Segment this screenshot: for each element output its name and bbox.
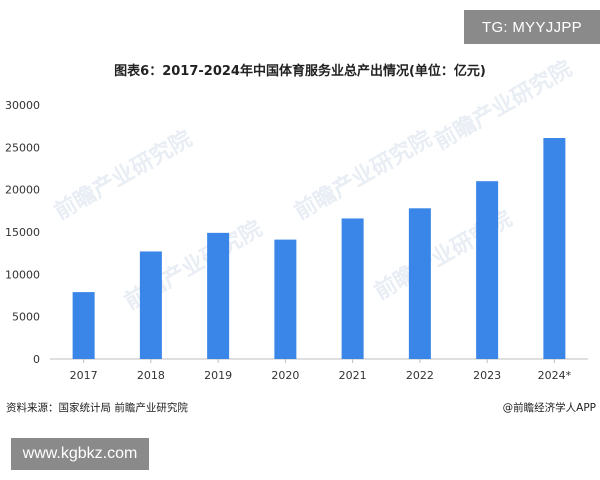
y-tick-label: 30000 (5, 99, 40, 112)
y-tick-label: 10000 (5, 268, 40, 281)
source-note: 资料来源：国家统计局 前瞻产业研究院 (6, 402, 188, 414)
y-tick-label: 0 (33, 353, 40, 366)
bars-group (72, 138, 566, 359)
y-tick-label: 25000 (5, 141, 40, 154)
y-tick-label: 20000 (5, 184, 40, 197)
x-tick-label: 2019 (204, 369, 232, 382)
x-tick-label: 2018 (137, 369, 165, 382)
bar-2018 (139, 251, 162, 359)
x-tick-label: 2017 (70, 369, 98, 382)
bar-2024 (543, 138, 566, 359)
x-axis-labels: 2017 2018 2019 2020 2021 2022 2023 2024* (70, 359, 572, 382)
bar-2017 (72, 292, 95, 359)
x-tick-label: 2024* (538, 369, 572, 382)
tg-watermark-badge: TG: MYYJJPP (464, 10, 600, 44)
bar-2023 (476, 181, 499, 359)
x-tick-label: 2020 (271, 369, 299, 382)
bar-2021 (341, 218, 364, 359)
bar-2020 (274, 239, 297, 359)
bar-2022 (408, 208, 431, 359)
watermark-text: 前瞻产业研究院 (50, 126, 196, 226)
x-tick-label: 2022 (406, 369, 434, 382)
x-tick-label: 2021 (339, 369, 367, 382)
site-watermark-badge: www.kgbkz.com (11, 438, 149, 470)
credit-note: @前瞻经济学人APP (502, 402, 596, 414)
x-tick-label: 2023 (473, 369, 501, 382)
bar-2019 (207, 232, 230, 359)
y-tick-label: 5000 (12, 311, 40, 324)
y-tick-label: 15000 (5, 226, 40, 239)
y-axis: 0 5000 10000 15000 20000 25000 30000 (5, 99, 40, 366)
chart-title: 图表6：2017-2024年中国体育服务业总产出情况(单位：亿元) (114, 64, 486, 79)
